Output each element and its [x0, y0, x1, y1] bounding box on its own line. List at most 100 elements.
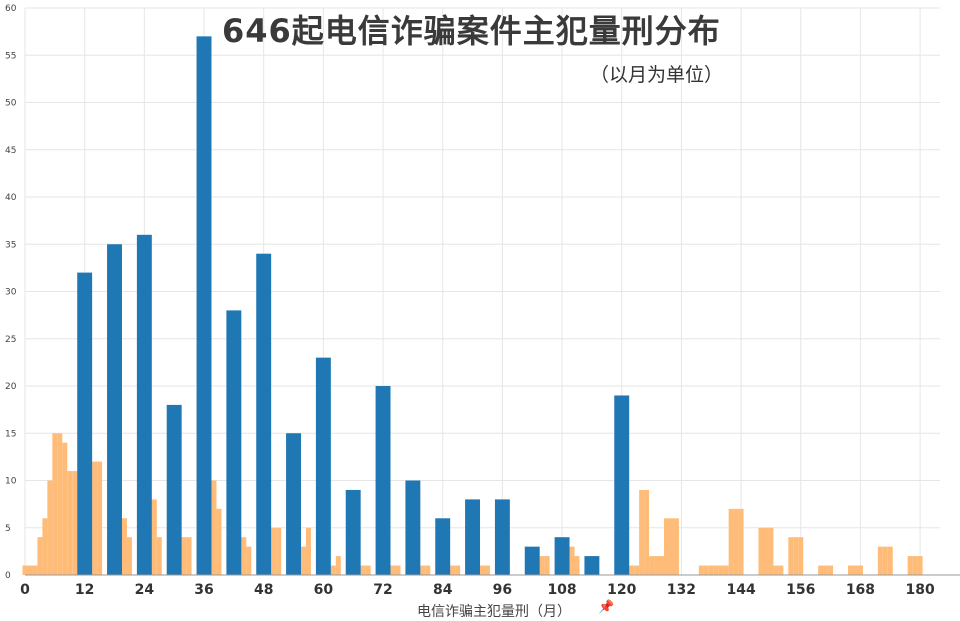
bar-orange — [52, 433, 58, 575]
bar-orange — [828, 565, 834, 575]
bar-orange — [420, 565, 426, 575]
bar-orange — [156, 537, 162, 575]
bar-orange — [395, 565, 401, 575]
bar-blue — [435, 518, 451, 575]
y-tick-label: 5 — [5, 524, 11, 534]
bar-blue — [136, 234, 152, 576]
bar-orange — [649, 556, 655, 575]
x-tick-label: 48 — [254, 582, 273, 598]
y-tick-label: 15 — [5, 429, 16, 439]
y-tick-label: 0 — [5, 571, 11, 581]
bar-blue — [107, 244, 122, 575]
bar-orange — [92, 461, 98, 575]
x-tick-label: 24 — [135, 582, 155, 598]
bar-blue — [166, 404, 182, 575]
y-tick-label: 50 — [5, 99, 17, 109]
bar-blue — [226, 310, 242, 575]
x-tick-label: 36 — [194, 582, 213, 598]
bar-orange — [857, 565, 863, 575]
bar-orange — [773, 565, 779, 575]
x-tick-label: 132 — [667, 582, 696, 598]
bar-orange — [823, 565, 829, 575]
bar-blue — [524, 546, 540, 575]
bar-orange — [151, 499, 157, 575]
x-axis-label: 电信诈骗主犯量刑（月） — [417, 604, 571, 620]
bar-orange — [654, 556, 660, 575]
bar-orange — [778, 565, 784, 575]
bar-blue — [286, 433, 301, 575]
bar-orange — [365, 565, 371, 575]
pin-icon[interactable]: 📌 — [598, 600, 615, 615]
bar-orange — [698, 565, 704, 575]
bar-orange — [62, 442, 68, 575]
bar-orange — [768, 527, 774, 575]
y-tick-label: 55 — [5, 51, 16, 61]
bar-orange — [216, 508, 222, 575]
bar-orange — [544, 556, 550, 575]
x-tick-label: 72 — [373, 582, 392, 598]
bar-blue — [315, 357, 331, 575]
bar-orange — [67, 471, 73, 575]
x-tick-label: 96 — [493, 582, 512, 598]
bar-orange — [480, 565, 485, 575]
bar-orange — [639, 489, 645, 575]
bar-orange — [450, 565, 456, 575]
bar-orange — [882, 546, 888, 575]
bar-orange — [300, 546, 306, 575]
bar-orange — [276, 527, 282, 575]
bar-orange — [763, 527, 769, 575]
bar-orange — [848, 565, 853, 575]
bar-orange — [793, 537, 799, 575]
bar-orange — [42, 518, 48, 575]
bar-orange — [738, 508, 744, 575]
bar-orange — [788, 537, 794, 575]
y-tick-label: 60 — [5, 4, 17, 14]
bar-blue — [345, 489, 361, 575]
bar-orange — [718, 565, 724, 575]
bar-orange — [47, 480, 53, 575]
bar-orange — [733, 508, 739, 575]
bar-orange — [574, 556, 580, 575]
bar-orange — [305, 527, 311, 575]
bar-orange — [126, 537, 132, 575]
bar-orange — [703, 565, 709, 575]
chart-subtitle: （以月为单位） — [590, 64, 724, 86]
x-tick-label: 84 — [433, 582, 453, 598]
bar-orange — [713, 565, 719, 575]
y-tick-label: 40 — [5, 193, 17, 203]
x-tick-label: 12 — [75, 582, 94, 598]
y-tick-label: 20 — [5, 382, 17, 392]
bar-orange — [22, 565, 28, 575]
bar-blue — [584, 556, 600, 575]
x-tick-label: 120 — [607, 582, 636, 598]
bar-orange — [798, 537, 804, 575]
x-tick-label: 180 — [905, 582, 934, 598]
bar-blue — [465, 499, 481, 575]
bar-orange — [708, 565, 714, 575]
bar-orange — [271, 527, 277, 575]
bar-orange — [97, 461, 103, 575]
bar-orange — [852, 565, 858, 575]
bar-orange — [186, 537, 192, 575]
x-tick-label: 144 — [726, 582, 755, 598]
bar-orange — [912, 556, 918, 575]
bar-orange — [335, 556, 341, 575]
bar-orange — [887, 546, 893, 575]
y-tick-label: 25 — [5, 335, 16, 345]
bar-orange — [27, 565, 33, 575]
bar-orange — [37, 537, 43, 575]
bar-orange — [634, 565, 640, 575]
x-tick-label: 0 — [20, 582, 30, 598]
bar-orange — [72, 471, 78, 575]
bar-blue — [494, 499, 510, 575]
bar-orange — [818, 565, 824, 575]
bar-orange — [907, 556, 913, 575]
bar-orange — [455, 565, 461, 575]
x-tick-label: 168 — [846, 582, 875, 598]
y-tick-label: 35 — [5, 240, 16, 250]
bar-orange — [121, 518, 127, 575]
bar-blue — [256, 253, 272, 575]
bar-orange — [728, 508, 734, 575]
bar-blue — [405, 480, 421, 575]
bar-orange — [360, 565, 366, 575]
